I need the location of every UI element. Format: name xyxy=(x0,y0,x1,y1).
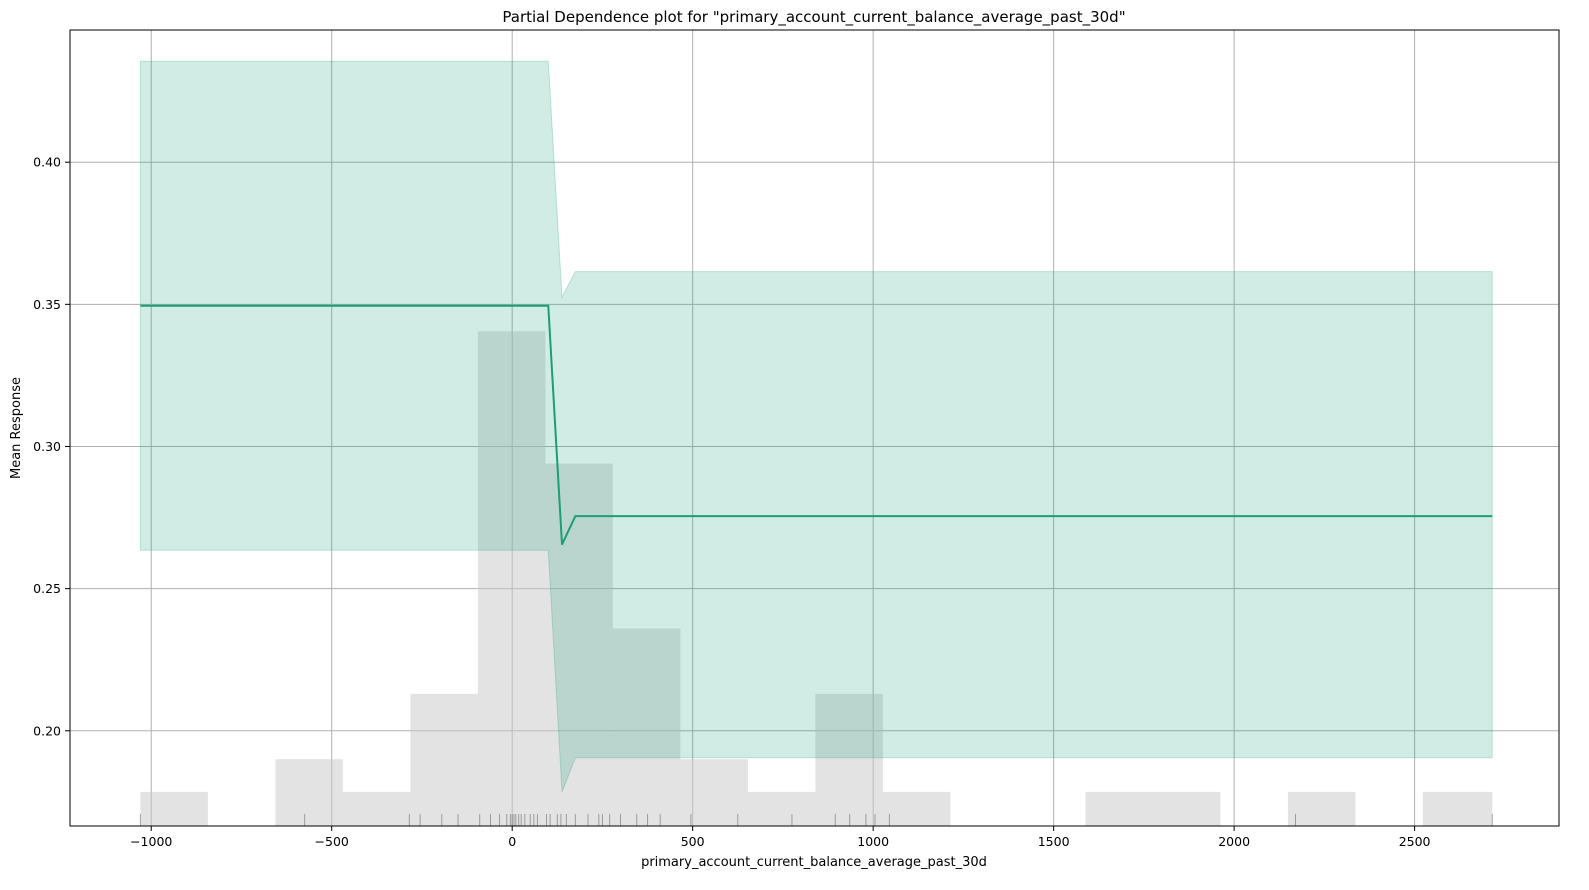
histogram-bar xyxy=(1152,791,1221,826)
confidence-band xyxy=(139,60,1493,793)
histogram-bar xyxy=(140,791,208,826)
mean-response-series xyxy=(140,304,1493,545)
y-axis-label: Mean Response xyxy=(9,377,24,479)
y-axis-ticks: 0.20 0.25 0.30 0.35 0.40 xyxy=(33,155,70,738)
x-axis-ticks: −1000 −500 0 500 1000 1500 2000 2500 xyxy=(130,826,1431,849)
grid-lines xyxy=(70,30,1559,826)
y-tick-label: 0.40 xyxy=(33,155,61,170)
histogram-bar xyxy=(815,693,883,826)
histogram-bar xyxy=(275,759,343,826)
histogram-bar xyxy=(410,693,478,826)
y-tick-label: 0.30 xyxy=(33,439,61,454)
histogram-bar xyxy=(477,331,546,826)
histogram-bar xyxy=(545,463,613,826)
x-tick-label: 500 xyxy=(681,834,705,849)
histogram-bars xyxy=(140,331,1493,826)
rug-marks xyxy=(139,814,1493,826)
x-tick-label: 2500 xyxy=(1399,834,1431,849)
x-tick-label: 0 xyxy=(508,834,516,849)
x-tick-label: 2000 xyxy=(1218,834,1250,849)
x-tick-label: 1500 xyxy=(1038,834,1070,849)
histogram-bar xyxy=(342,791,411,826)
histogram-bar xyxy=(1422,791,1493,826)
histogram-bar xyxy=(747,791,816,826)
y-tick-label: 0.20 xyxy=(33,723,61,738)
histogram-bar xyxy=(1085,791,1153,826)
plot-frame xyxy=(69,29,1560,827)
x-tick-label: −1000 xyxy=(130,834,172,849)
y-tick-label: 0.35 xyxy=(33,297,61,312)
y-tick-label: 0.25 xyxy=(33,581,61,596)
x-tick-label: 1000 xyxy=(857,834,889,849)
x-tick-label: −500 xyxy=(315,834,349,849)
histogram-bar xyxy=(1287,791,1356,826)
confidence-band-area xyxy=(139,60,1493,793)
histogram-bar xyxy=(680,759,748,826)
histogram-bar xyxy=(882,791,951,826)
histogram-bar xyxy=(612,628,681,826)
x-axis-label: primary_account_current_balance_average_… xyxy=(641,855,987,870)
mean-response-line xyxy=(140,304,1493,545)
chart-title: Partial Dependence plot for "primary_acc… xyxy=(502,8,1125,27)
